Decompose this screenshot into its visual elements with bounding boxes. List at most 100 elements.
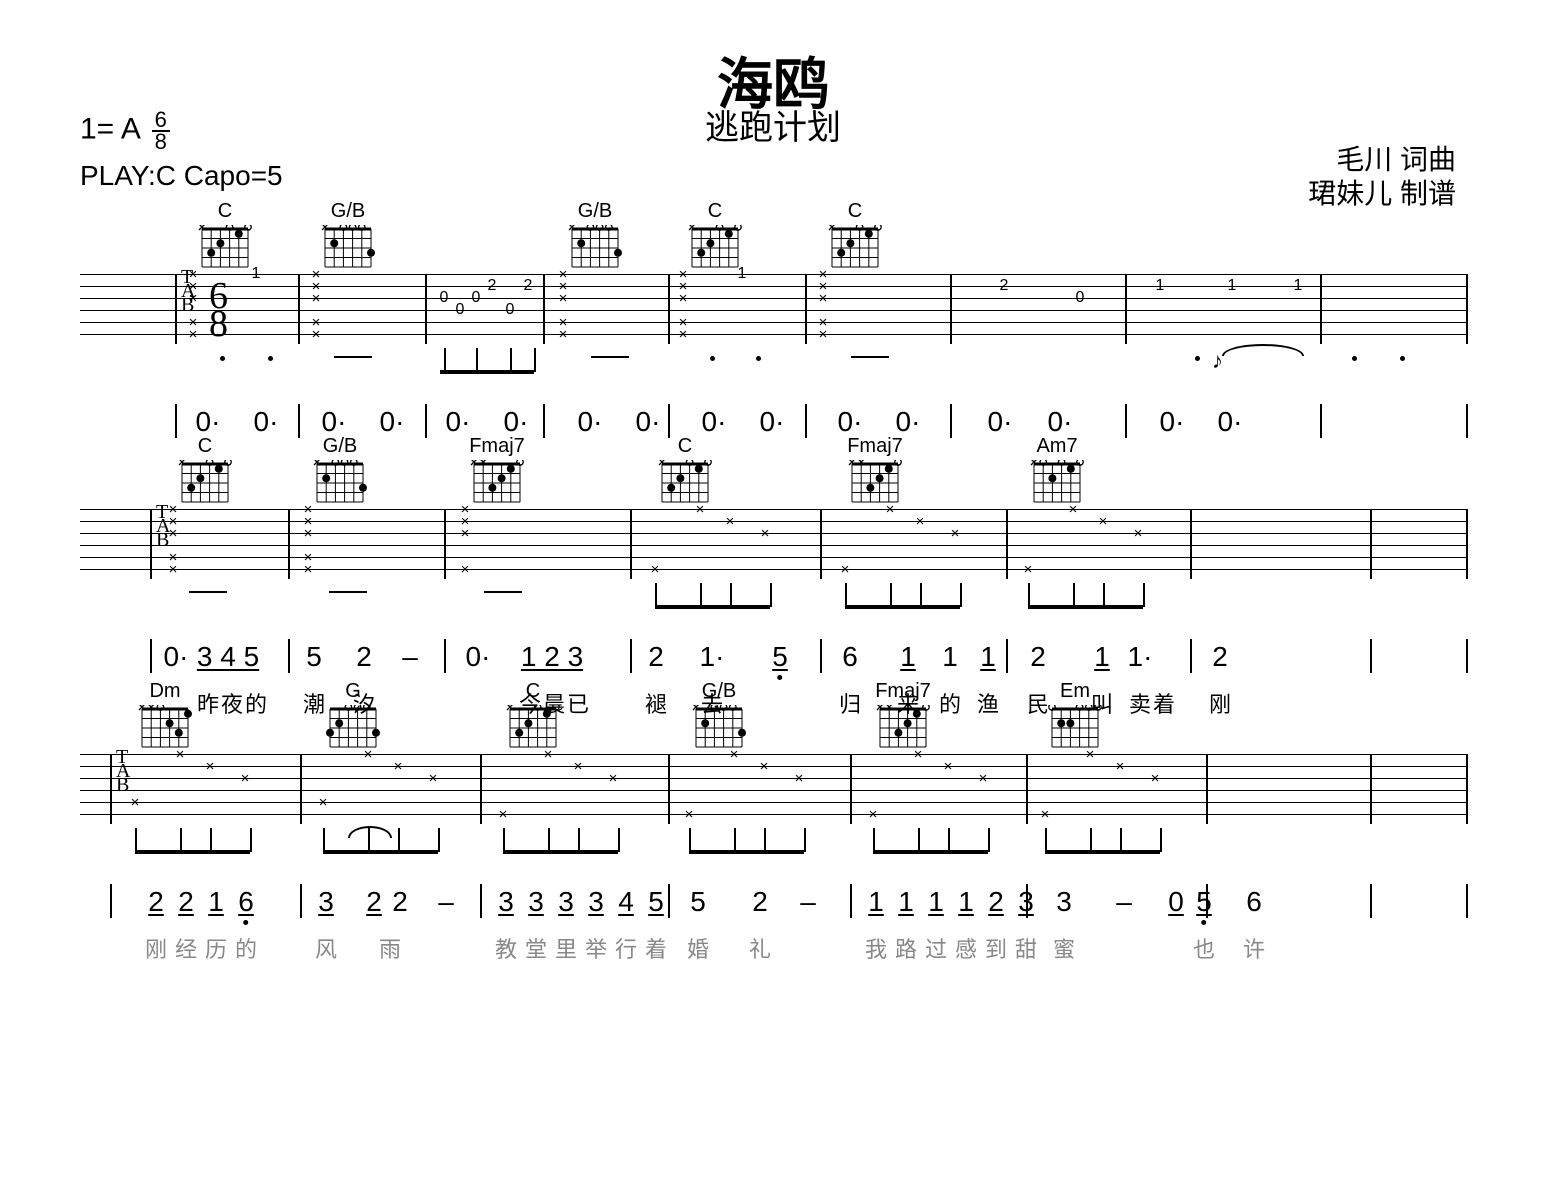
stem <box>948 828 950 852</box>
jianpu-bar <box>630 639 632 673</box>
jianpu-note: 3 <box>588 886 604 918</box>
stem <box>770 583 772 607</box>
jianpu-bar <box>668 404 670 438</box>
jianpu-bar <box>480 884 482 918</box>
jianpu-note: 0· <box>838 406 863 438</box>
stem <box>323 828 325 852</box>
tab-line <box>80 814 1466 815</box>
jianpu-note: 0· <box>322 406 347 438</box>
stem <box>210 828 212 852</box>
chord-diagram: G/B <box>305 435 375 511</box>
beam <box>135 850 250 854</box>
strum-x-icon: × <box>886 501 895 518</box>
strum-x-icon: × <box>304 561 313 578</box>
jianpu-bar <box>1466 639 1468 673</box>
lyric-syllable: 举 <box>585 932 607 964</box>
stem <box>548 828 550 852</box>
jianpu-note: 1 <box>1094 641 1110 673</box>
stem <box>180 828 182 852</box>
chord-diagram: G/B <box>560 200 630 276</box>
beam <box>873 850 988 854</box>
rhythm-dot <box>710 356 715 361</box>
jianpu-note: 1· <box>1128 641 1153 673</box>
key-label: 1= A <box>80 113 139 146</box>
bar-line <box>480 754 482 824</box>
strum-x-icon: × <box>1041 806 1050 823</box>
lyric-syllable: 礼 <box>749 932 771 964</box>
bar-line <box>1026 754 1028 824</box>
stem <box>734 828 736 852</box>
bar-line <box>1190 509 1192 579</box>
beam <box>440 370 534 374</box>
score-row: Dm GC G/B Fmaj7 EmTAB×××××××××××××××××××… <box>80 680 1466 964</box>
lyric-strip: 刚经历的风雨教堂里举行着婚礼我路过感到甜蜜也许 <box>80 932 1466 964</box>
tab-line <box>80 802 1466 803</box>
chord-name: G/B <box>560 200 630 223</box>
bar-line <box>150 509 152 579</box>
jianpu-note: 0 <box>1168 886 1184 918</box>
strum-x-icon: × <box>916 513 925 530</box>
tab-fret-number: 2 <box>1000 277 1009 295</box>
stem <box>920 583 922 607</box>
strum-x-icon: × <box>819 326 828 343</box>
lyric-syllable: 着 <box>645 932 667 964</box>
stem <box>1028 583 1030 607</box>
strum-x-icon: × <box>319 794 328 811</box>
bar-line <box>1466 509 1468 579</box>
artist-name: 逃跑计划 <box>0 100 1546 149</box>
jianpu-note: 6 <box>842 641 858 673</box>
rhythm-strip <box>80 828 1466 868</box>
jianpu-bar <box>425 404 427 438</box>
jianpu-note: 1 2 3 <box>521 641 583 673</box>
tab-fret-number: 1 <box>1156 277 1165 295</box>
strum-x-icon: × <box>1134 525 1143 542</box>
chord-diagram: Fmaj7 <box>462 435 532 511</box>
tab-line <box>80 310 1466 311</box>
strum-x-icon: × <box>176 746 185 763</box>
jianpu-bar <box>175 404 177 438</box>
lyric-syllable: 我 <box>865 932 887 964</box>
rest-dash <box>334 356 372 358</box>
strum-x-icon: × <box>169 525 178 542</box>
jianpu-note: 3 <box>558 886 574 918</box>
jianpu-bar <box>288 639 290 673</box>
tab-time-sig: 68 <box>209 282 228 338</box>
jianpu-note: 0· <box>504 406 529 438</box>
jianpu-note: 0· <box>636 406 661 438</box>
tab-line <box>80 274 1466 275</box>
strum-x-icon: × <box>559 290 568 307</box>
rhythm-strip <box>80 583 1466 623</box>
chord-diagram: Dm <box>130 680 200 756</box>
bar-line <box>820 509 822 579</box>
strum-x-icon: × <box>761 525 770 542</box>
jianpu-bar <box>1370 639 1372 673</box>
jianpu-note: 2 <box>366 886 382 918</box>
stem <box>700 583 702 607</box>
strum-x-icon: × <box>1116 758 1125 775</box>
jianpu-note: 2 <box>148 886 164 918</box>
chord-name: C <box>820 200 890 223</box>
tab-fret-number: 0 <box>440 289 449 307</box>
jianpu-note: 2 <box>392 886 408 918</box>
jianpu-bar <box>1320 404 1322 438</box>
bar-line <box>668 754 670 824</box>
lyric-syllable: 行 <box>615 932 637 964</box>
bar-line <box>543 274 545 344</box>
jianpu-note: 2 <box>356 641 372 673</box>
jianpu-note: 1 <box>898 886 914 918</box>
stem <box>1160 828 1162 852</box>
chord-name: Am7 <box>1022 435 1092 458</box>
bar-line <box>850 754 852 824</box>
jianpu-note: 0· <box>702 406 727 438</box>
jianpu-note: 2 <box>178 886 194 918</box>
jianpu-bar <box>298 404 300 438</box>
jianpu-note: – <box>800 886 816 918</box>
chord-diagram: Am7 <box>1022 435 1092 511</box>
strum-x-icon: × <box>544 746 553 763</box>
strum-x-icon: × <box>312 290 321 307</box>
jianpu-note: 0· <box>196 406 221 438</box>
tie <box>1222 344 1304 356</box>
rest-dash <box>591 356 629 358</box>
rest-dash <box>329 591 367 593</box>
tab-line <box>80 298 1466 299</box>
